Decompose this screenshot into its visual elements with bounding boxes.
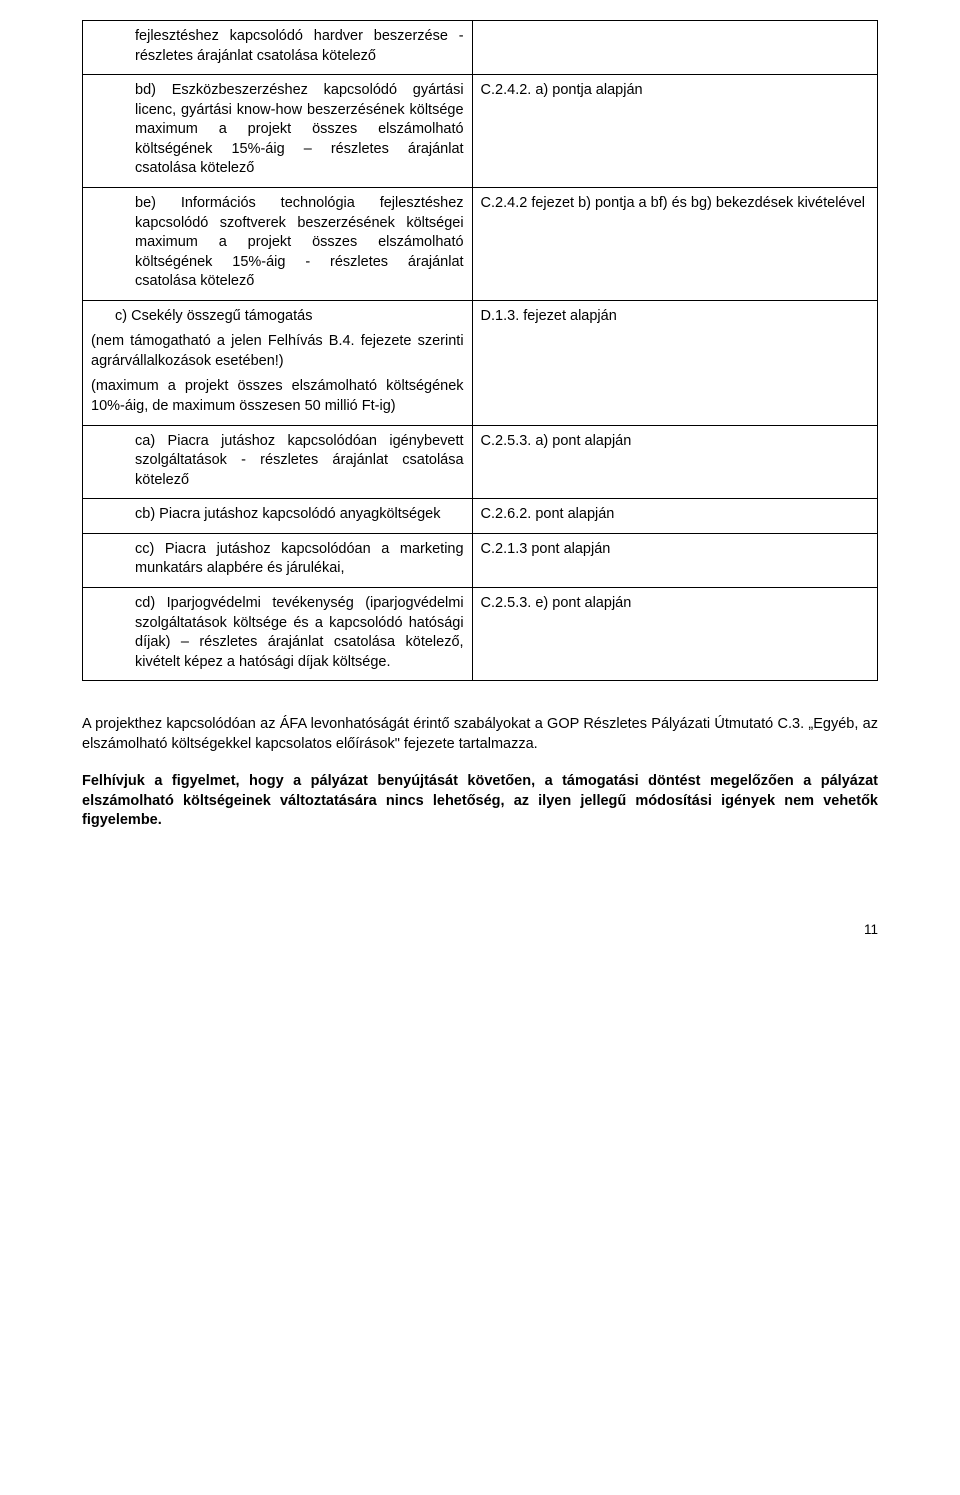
cell-description: fejlesztéshez kapcsolódó hardver beszerz… xyxy=(83,21,473,75)
cell-reference: C.2.4.2. a) pontja alapján xyxy=(472,75,877,188)
table-row: bd) Eszközbeszerzéshez kapcsolódó gyártá… xyxy=(83,75,878,188)
cell-reference: C.2.5.3. a) pont alapján xyxy=(472,425,877,499)
cell-reference: D.1.3. fejezet alapján xyxy=(472,300,877,425)
cell-reference: C.2.4.2 fejezet b) pontja a bf) és bg) b… xyxy=(472,187,877,300)
cell-text: cb) Piacra jutáshoz kapcsolódó anyagkölt… xyxy=(91,505,464,525)
cell-text: fejlesztéshez kapcsolódó hardver beszerz… xyxy=(91,27,464,66)
cell-reference: C.2.1.3 pont alapján xyxy=(472,533,877,587)
table-row: fejlesztéshez kapcsolódó hardver beszerz… xyxy=(83,21,878,75)
cost-table: fejlesztéshez kapcsolódó hardver beszerz… xyxy=(82,20,878,681)
table-row: be) Információs technológia fejlesztéshe… xyxy=(83,187,878,300)
table-row: c) Csekély összegű támogatás (nem támogat… xyxy=(83,300,878,425)
paragraph-warning: Felhívjuk a figyelmet, hogy a pályázat b… xyxy=(82,772,878,831)
table-row: cc) Piacra jutáshoz kapcsolódóan a marke… xyxy=(83,533,878,587)
cell-reference: C.2.6.2. pont alapján xyxy=(472,499,877,534)
cell-text: c) Csekély összegű támogatás xyxy=(91,307,464,327)
cell-reference: C.2.5.3. e) pont alapján xyxy=(472,587,877,680)
paragraph-afa: A projekthez kapcsolódóan az ÁFA levonha… xyxy=(82,715,878,754)
cell-description: be) Információs technológia fejlesztéshe… xyxy=(83,187,473,300)
cell-text: (nem támogatható a jelen Felhívás B.4. f… xyxy=(91,332,464,371)
cell-text: be) Információs technológia fejlesztéshe… xyxy=(91,194,464,292)
cell-reference xyxy=(472,21,877,75)
cell-description: ca) Piacra jutáshoz kapcsolódóan igénybe… xyxy=(83,425,473,499)
cell-description: cc) Piacra jutáshoz kapcsolódóan a marke… xyxy=(83,533,473,587)
cell-text: bd) Eszközbeszerzéshez kapcsolódó gyártá… xyxy=(91,81,464,179)
cell-description: cd) Iparjogvédelmi tevékenység (iparjogv… xyxy=(83,587,473,680)
cell-text: (maximum a projekt összes elszámolható k… xyxy=(91,377,464,416)
table-row: cb) Piacra jutáshoz kapcsolódó anyagkölt… xyxy=(83,499,878,534)
cell-text: cd) Iparjogvédelmi tevékenység (iparjogv… xyxy=(91,594,464,672)
cell-text: cc) Piacra jutáshoz kapcsolódóan a marke… xyxy=(91,540,464,579)
cell-text: ca) Piacra jutáshoz kapcsolódóan igénybe… xyxy=(91,432,464,491)
cell-description: bd) Eszközbeszerzéshez kapcsolódó gyártá… xyxy=(83,75,473,188)
table-row: ca) Piacra jutáshoz kapcsolódóan igénybe… xyxy=(83,425,878,499)
cell-description: c) Csekély összegű támogatás (nem támogat… xyxy=(83,300,473,425)
page-number: 11 xyxy=(82,921,878,939)
cell-description: cb) Piacra jutáshoz kapcsolódó anyagkölt… xyxy=(83,499,473,534)
table-row: cd) Iparjogvédelmi tevékenység (iparjogv… xyxy=(83,587,878,680)
